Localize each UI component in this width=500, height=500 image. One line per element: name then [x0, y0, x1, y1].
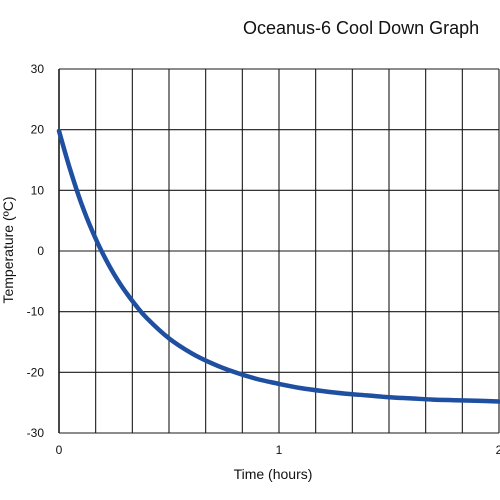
y-axis-label: Temperature (ºC) — [0, 196, 16, 303]
y-tick-label: 0 — [37, 244, 44, 258]
y-tick-label: 10 — [31, 183, 45, 197]
y-tick-label: -20 — [27, 365, 45, 379]
x-tick-label: 2 — [496, 443, 500, 457]
y-tick-label: -10 — [27, 305, 45, 319]
x-tick-label: 0 — [56, 443, 63, 457]
x-axis-label: Time (hours) — [234, 466, 313, 482]
x-tick-labels: 0 1 2 — [56, 443, 500, 457]
series-layer — [56, 128, 500, 404]
chart-title: Oceanus-6 Cool Down Graph — [243, 18, 479, 38]
y-tick-labels: 30 20 10 0 -10 -20 -30 — [27, 62, 45, 440]
temperature-series-line — [56, 128, 500, 404]
y-tick-label: 20 — [31, 123, 45, 137]
y-tick-label: -30 — [27, 426, 45, 440]
y-tick-label: 30 — [31, 62, 45, 76]
x-tick-label: 1 — [276, 443, 283, 457]
grid-lines — [58, 68, 500, 434]
